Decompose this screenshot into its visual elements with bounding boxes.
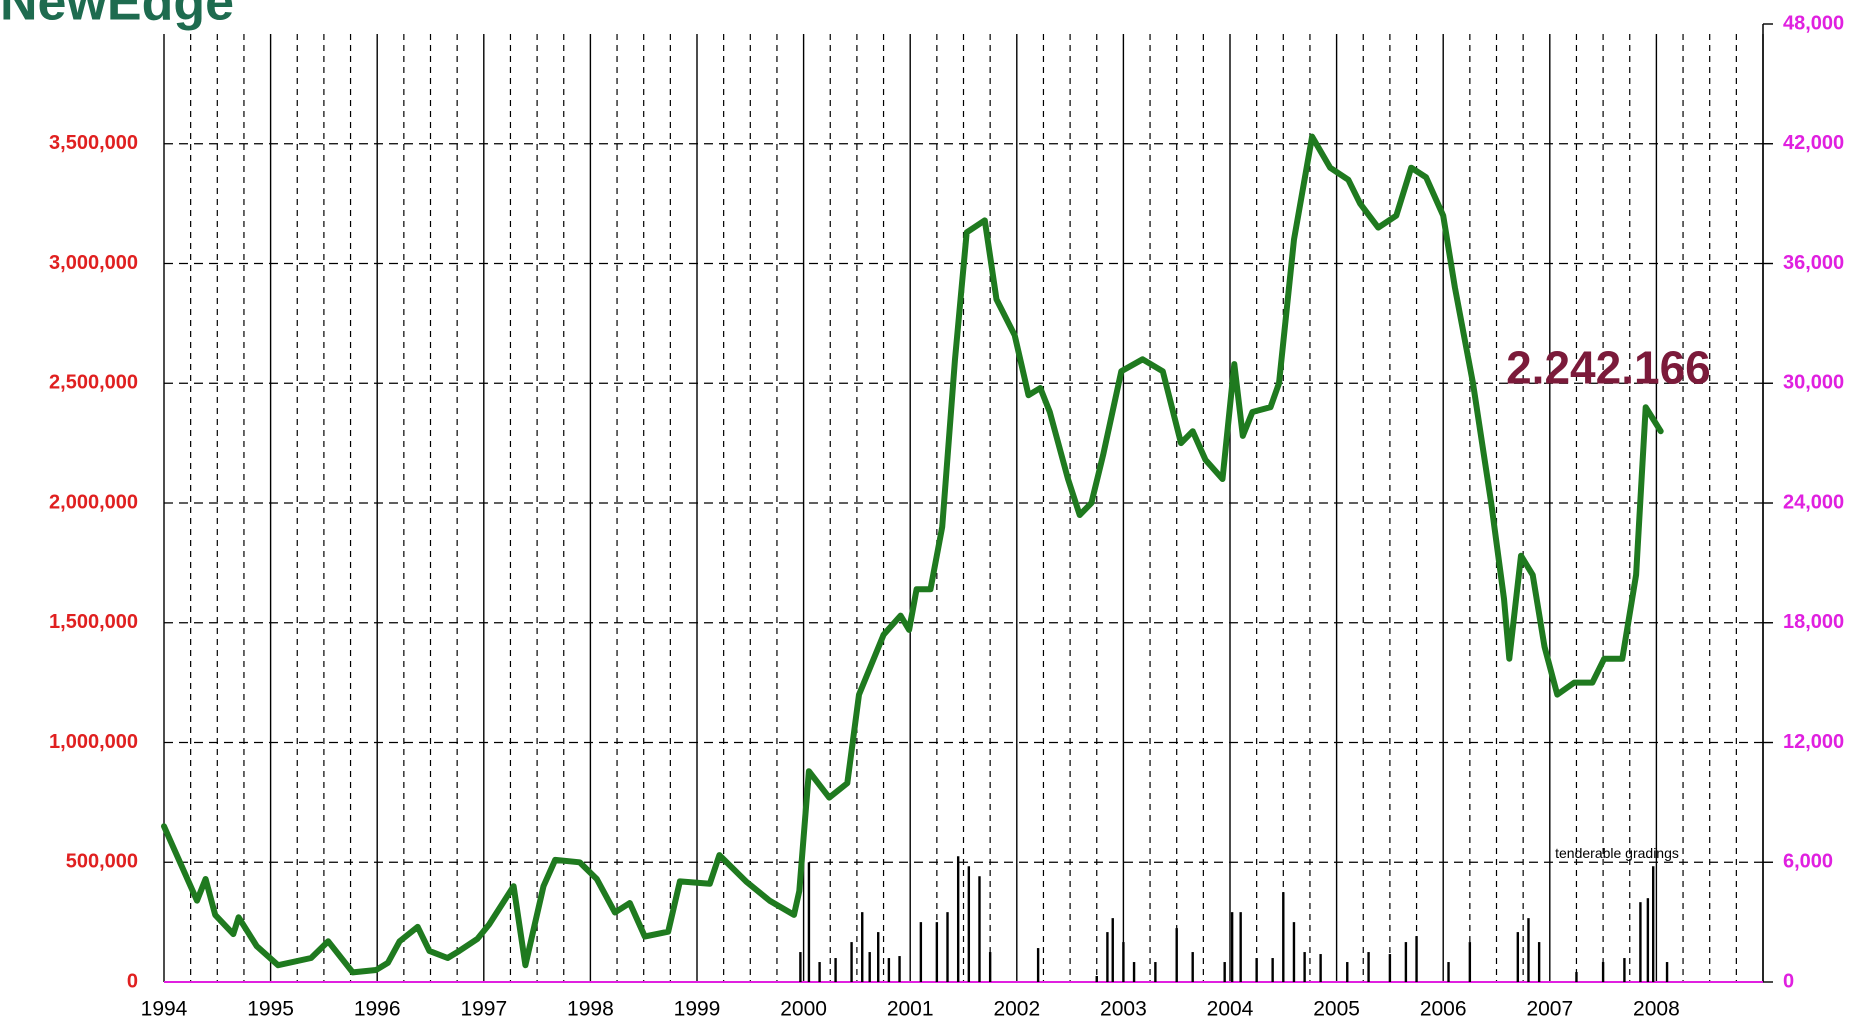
bar bbox=[946, 912, 949, 982]
bar bbox=[1282, 892, 1285, 982]
x-tick-label: 2000 bbox=[780, 998, 827, 1021]
annotation: tenderable gradings bbox=[1555, 845, 1679, 861]
x-tick-label: 2007 bbox=[1526, 998, 1573, 1021]
x-tick-label: 1994 bbox=[141, 998, 188, 1021]
bar bbox=[919, 922, 923, 982]
bar bbox=[1415, 936, 1418, 982]
x-tick-label: 1997 bbox=[460, 998, 507, 1021]
y2-tick-label: 30,000 bbox=[1783, 372, 1844, 394]
bar bbox=[1106, 932, 1109, 982]
x-tick-label: 1996 bbox=[354, 998, 401, 1021]
bar bbox=[1346, 962, 1349, 982]
x-tick-label: 2003 bbox=[1100, 998, 1147, 1021]
bar bbox=[1388, 954, 1392, 982]
bar bbox=[935, 922, 939, 982]
bar bbox=[1122, 942, 1125, 982]
bar bbox=[807, 862, 811, 982]
bar bbox=[1191, 952, 1194, 982]
bar bbox=[1468, 942, 1472, 982]
bar bbox=[1527, 918, 1530, 982]
bar bbox=[818, 962, 821, 982]
bar bbox=[978, 876, 981, 982]
y2-tick-label: 48,000 bbox=[1783, 12, 1844, 34]
bar bbox=[1095, 976, 1098, 982]
bar bbox=[1447, 962, 1450, 982]
y2-tick-label: 36,000 bbox=[1783, 252, 1844, 274]
bar bbox=[988, 952, 992, 982]
bar bbox=[868, 952, 871, 982]
bar bbox=[967, 866, 971, 982]
bar bbox=[1111, 918, 1114, 982]
y-tick-label: 2,500,000 bbox=[49, 372, 138, 394]
bar bbox=[1646, 898, 1650, 982]
x-tick-label: 2002 bbox=[993, 998, 1040, 1021]
y2-tick-label: 42,000 bbox=[1783, 132, 1844, 154]
bar bbox=[877, 932, 880, 982]
bar bbox=[1175, 928, 1178, 982]
bar bbox=[1537, 942, 1541, 982]
y2-tick-label: 12,000 bbox=[1783, 731, 1844, 753]
y-tick-label: 3,000,000 bbox=[49, 252, 138, 274]
bar bbox=[1255, 958, 1258, 982]
line bbox=[161, 133, 1664, 976]
y-tick-label: 2,000,000 bbox=[49, 491, 138, 513]
bar bbox=[1639, 902, 1642, 982]
x-tick-label: 2008 bbox=[1633, 998, 1680, 1021]
bar bbox=[1292, 922, 1296, 982]
y-tick-label: 0 bbox=[127, 970, 138, 992]
bar bbox=[956, 856, 960, 982]
bar bbox=[1230, 912, 1234, 982]
bar bbox=[850, 942, 853, 982]
x-tick-label: 2004 bbox=[1207, 998, 1254, 1021]
y-tick-label: 1,500,000 bbox=[49, 611, 138, 633]
x-tick-label: 2006 bbox=[1420, 998, 1467, 1021]
y2-tick-label: 0 bbox=[1783, 970, 1794, 992]
bar bbox=[861, 912, 864, 982]
bar bbox=[1239, 912, 1242, 982]
y2-tick-label: 18,000 bbox=[1783, 611, 1844, 633]
bar bbox=[1575, 972, 1578, 982]
bar bbox=[1516, 932, 1520, 982]
x-tick-label: 1995 bbox=[247, 998, 294, 1021]
y-tick-label: 3,500,000 bbox=[49, 132, 138, 154]
x-tick-label: 2005 bbox=[1313, 998, 1360, 1021]
bar bbox=[1223, 962, 1226, 982]
bar bbox=[898, 956, 901, 982]
bar bbox=[1132, 962, 1136, 982]
y2-tick-label: 6,000 bbox=[1783, 851, 1833, 873]
bar bbox=[1652, 866, 1655, 982]
bar bbox=[887, 958, 891, 982]
x-tick-label: 1998 bbox=[567, 998, 614, 1021]
y-tick-label: 1,000,000 bbox=[49, 731, 138, 753]
bar bbox=[799, 952, 802, 982]
bar bbox=[1154, 962, 1157, 982]
bar bbox=[1404, 942, 1408, 982]
bar bbox=[1036, 948, 1040, 982]
bar bbox=[1623, 958, 1626, 982]
annotation: 2.242.166 bbox=[1506, 341, 1711, 393]
y2-tick-label: 24,000 bbox=[1783, 491, 1844, 513]
bar bbox=[834, 958, 837, 982]
bar bbox=[1319, 954, 1322, 982]
x-tick-label: 1999 bbox=[674, 998, 721, 1021]
bar bbox=[1367, 952, 1370, 982]
bar bbox=[1665, 962, 1669, 982]
x-tick-label: 2001 bbox=[887, 998, 934, 1021]
bar bbox=[1271, 958, 1274, 982]
bar bbox=[1303, 952, 1306, 982]
chart-title: NewEdge bbox=[0, 0, 234, 32]
y-tick-label: 500,000 bbox=[66, 851, 138, 873]
bar bbox=[1601, 962, 1605, 982]
